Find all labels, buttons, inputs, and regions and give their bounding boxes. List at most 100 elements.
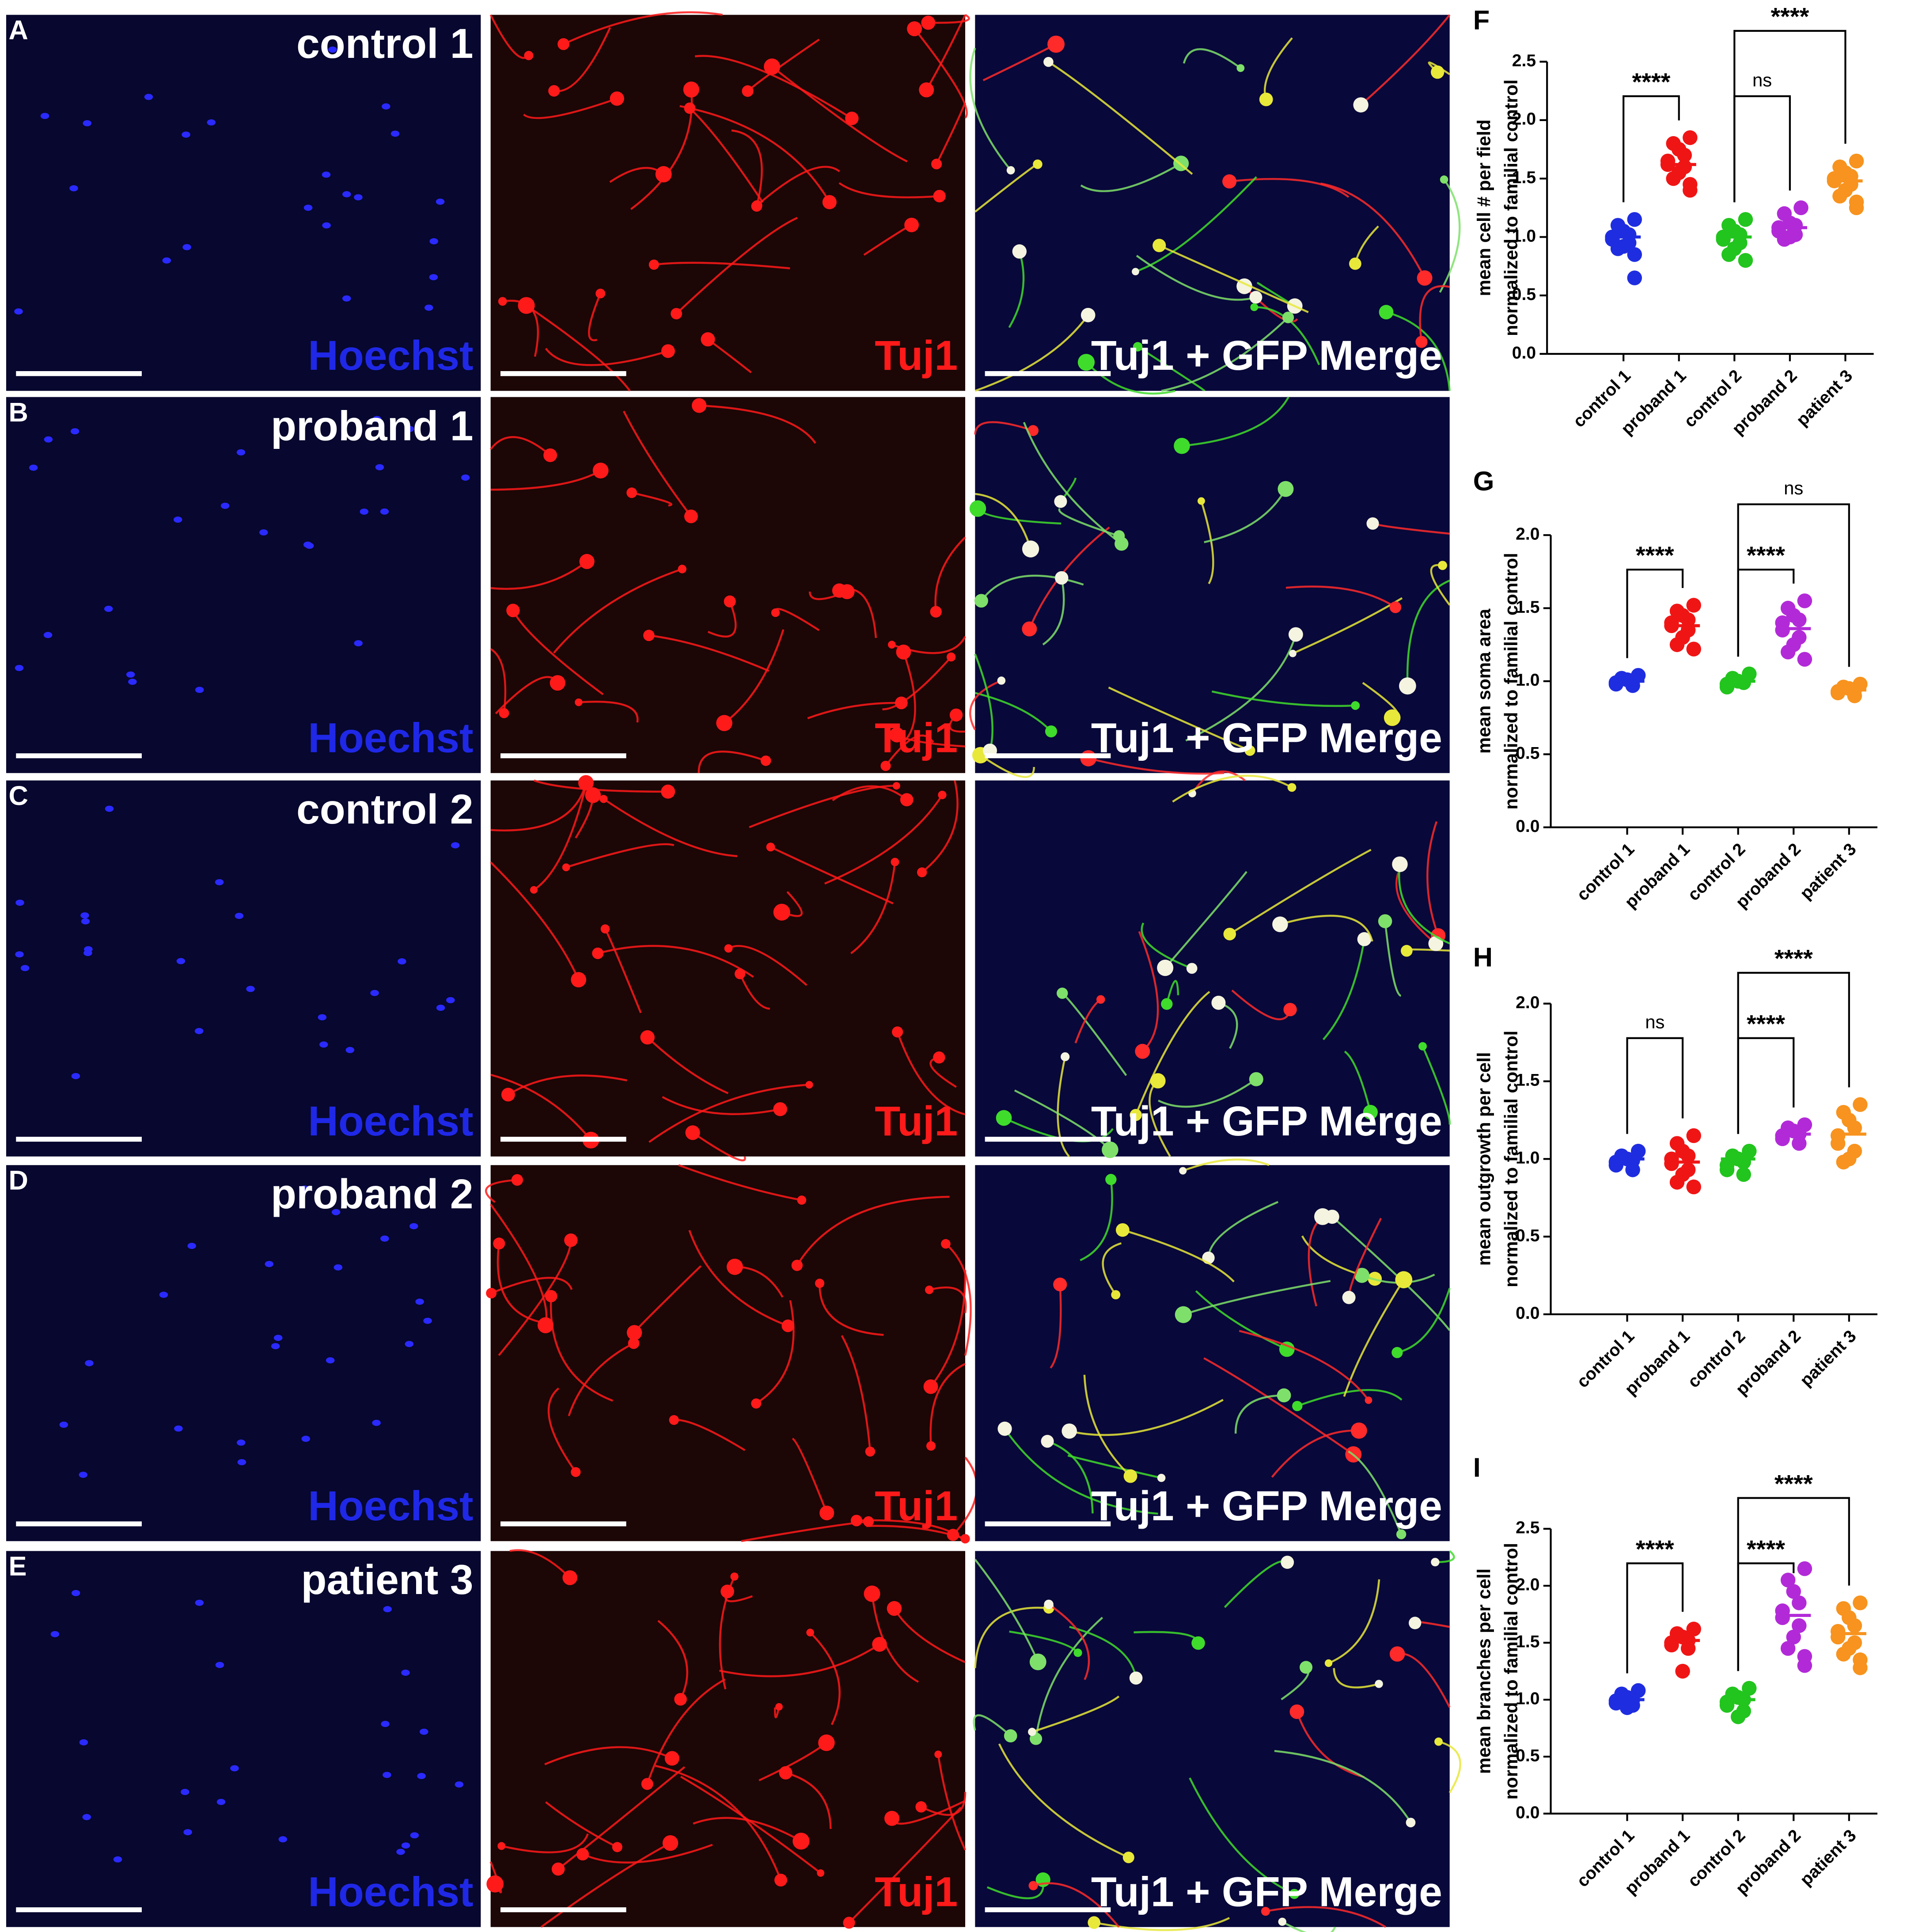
data-point xyxy=(1849,153,1864,169)
y-tick-label: 0.5 xyxy=(1516,1746,1539,1765)
soma xyxy=(751,1398,762,1409)
stain-label: Hoechst xyxy=(308,1483,473,1530)
neurite xyxy=(928,14,970,24)
soma xyxy=(501,1088,515,1102)
soma xyxy=(822,195,837,209)
neurite xyxy=(1161,316,1289,392)
soma xyxy=(933,1051,945,1064)
data-point xyxy=(1669,1175,1685,1190)
soma xyxy=(1434,1737,1443,1746)
y-tick-label: 2.5 xyxy=(1516,1518,1539,1537)
neurite xyxy=(719,1644,880,1678)
nucleus xyxy=(15,951,24,958)
nucleus xyxy=(278,1836,288,1843)
soma xyxy=(1223,927,1236,941)
nucleus xyxy=(326,1357,335,1364)
data-point xyxy=(1677,148,1692,163)
soma xyxy=(1191,1636,1205,1650)
nucleus xyxy=(372,1420,381,1426)
soma xyxy=(764,58,781,75)
y-tick-label: 2.0 xyxy=(1516,993,1539,1012)
y-tick-label: 1.0 xyxy=(1516,671,1539,690)
nucleus xyxy=(246,986,255,992)
nucleus xyxy=(230,1765,239,1772)
soma xyxy=(1115,537,1129,551)
soma xyxy=(752,200,762,211)
stain-label: Tuj1 + GFP Merge xyxy=(1091,1483,1442,1530)
stain-label: Tuj1 xyxy=(875,1868,958,1915)
y-tick-label: 0.0 xyxy=(1516,817,1539,836)
panel-letter: A xyxy=(9,15,28,46)
data-point xyxy=(1853,1660,1868,1675)
soma xyxy=(884,1811,900,1826)
neurite xyxy=(675,216,798,315)
neurite xyxy=(698,750,766,773)
soma xyxy=(941,1239,951,1249)
panel-letter: G xyxy=(1473,466,1494,497)
neurite xyxy=(491,1276,573,1294)
data-point xyxy=(1683,130,1698,145)
nucleus xyxy=(220,502,230,509)
panel-letter: I xyxy=(1473,1453,1481,1483)
micrograph xyxy=(6,1551,481,1927)
soma xyxy=(1399,677,1416,695)
nucleus xyxy=(398,958,406,965)
soma xyxy=(562,863,570,871)
neurite xyxy=(679,105,830,203)
nucleus xyxy=(319,1041,328,1048)
neurite xyxy=(1135,991,1210,1116)
nucleus xyxy=(159,1291,168,1298)
neurite xyxy=(1265,1906,1387,1928)
soma xyxy=(900,793,914,807)
neurite xyxy=(1344,1051,1372,1112)
stain-label: Tuj1 xyxy=(875,332,958,379)
soma xyxy=(564,1233,578,1247)
soma xyxy=(1292,1401,1303,1412)
neurite xyxy=(1094,1917,1230,1931)
neurite xyxy=(603,798,738,858)
neurite xyxy=(1438,1740,1461,1793)
neurite xyxy=(1435,1550,1455,1564)
nucleus xyxy=(104,606,113,612)
soma xyxy=(1043,57,1054,67)
neurite xyxy=(785,1772,832,1829)
significance-label: **** xyxy=(1632,68,1671,96)
neurite xyxy=(1348,1450,1403,1535)
soma xyxy=(806,1628,814,1636)
nucleus xyxy=(215,879,224,885)
y-tick-label: 0.5 xyxy=(1512,285,1536,304)
soma xyxy=(557,38,570,50)
soma xyxy=(1053,1277,1067,1291)
nucleus xyxy=(342,191,351,197)
soma xyxy=(1249,291,1262,304)
data-point xyxy=(1780,1641,1796,1656)
nucleus xyxy=(429,238,438,245)
neurite xyxy=(1229,178,1350,198)
nucleus xyxy=(187,1243,196,1249)
micrograph-texture xyxy=(15,805,460,1079)
soma xyxy=(1197,497,1205,505)
neurite xyxy=(838,182,940,198)
soma xyxy=(643,630,655,641)
neurite xyxy=(502,300,539,357)
significance-bracket xyxy=(1626,1037,1684,1134)
nucleus xyxy=(29,464,38,471)
nucleus xyxy=(83,120,92,126)
data-point xyxy=(1836,1647,1851,1662)
neurite xyxy=(578,700,639,723)
soma xyxy=(1279,1341,1295,1357)
data-point xyxy=(1792,1595,1807,1610)
soma xyxy=(904,217,919,232)
neurite xyxy=(1048,61,1193,175)
data-point xyxy=(1832,189,1847,204)
neurite xyxy=(688,1230,789,1327)
neurite xyxy=(694,55,853,119)
soma xyxy=(892,1026,903,1038)
nucleus xyxy=(410,1832,419,1839)
micrograph xyxy=(6,1165,481,1541)
soma xyxy=(1342,1291,1356,1304)
data-point xyxy=(1847,688,1862,703)
soma xyxy=(1105,1174,1117,1185)
nucleus xyxy=(381,1721,390,1727)
